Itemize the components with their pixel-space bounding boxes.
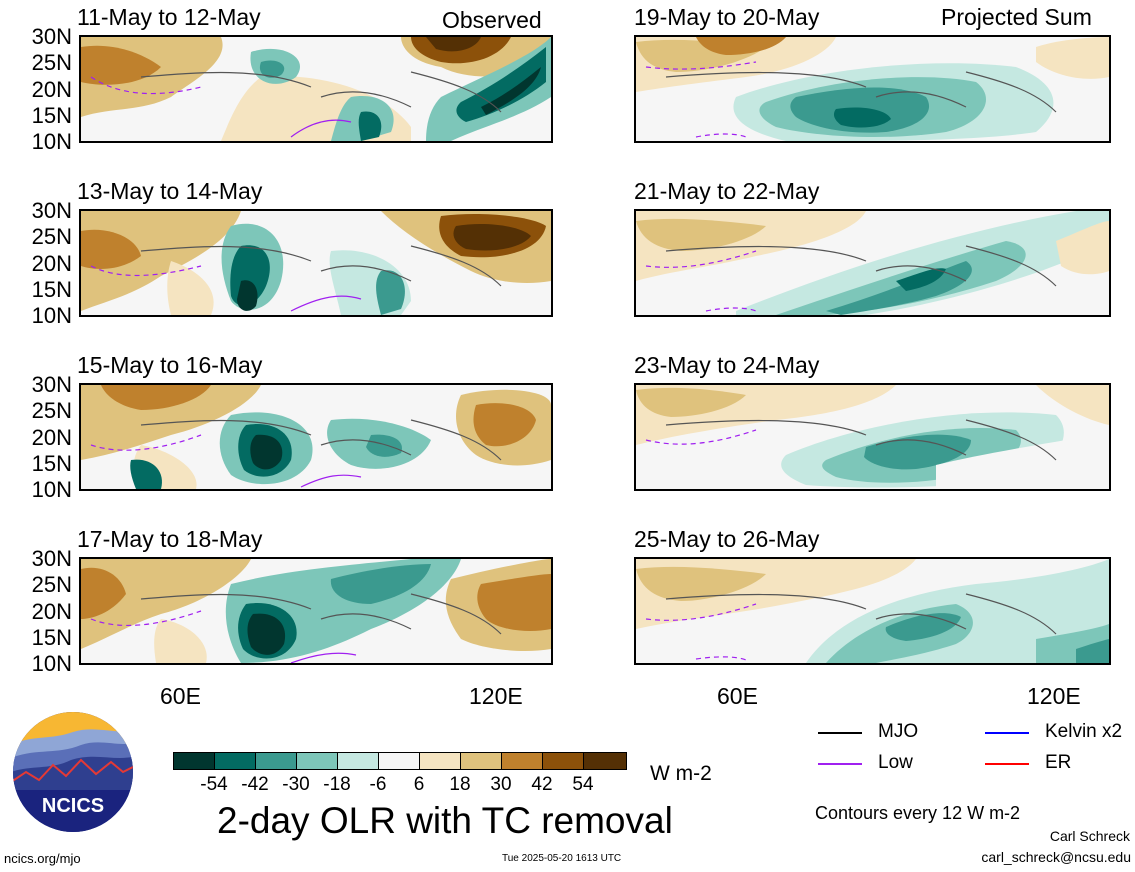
figure-title: 2-day OLR with TC removal: [217, 800, 673, 841]
colorbar: [173, 752, 627, 770]
ncics-logo: NCICS: [11, 710, 135, 834]
colorbar-tick: -42: [241, 774, 269, 795]
lat-label-15n: 15N: [31, 277, 72, 302]
legend-swatch-low: [818, 763, 862, 765]
lat-label-25n: 25N: [31, 50, 72, 75]
colorbar-tick: -30: [282, 774, 310, 795]
lon-label-120e-left: 120E: [469, 683, 523, 709]
lat-label-10n: 10N: [31, 651, 72, 676]
logo-text: NCICS: [42, 795, 104, 817]
colorbar-swatch: [542, 752, 584, 770]
panel-title-right-4: 25-May to 26-May: [634, 526, 820, 552]
colorbar-swatch: [173, 752, 215, 770]
colorbar-swatch: [296, 752, 338, 770]
lat-label-20n: 20N: [31, 251, 72, 276]
colorbar-tick: -6: [369, 774, 387, 795]
legend-swatch-kelvin: [985, 732, 1029, 734]
legend-label-low: Low: [878, 752, 913, 773]
lat-label-20n: 20N: [31, 425, 72, 450]
colorbar-tick: 30: [490, 774, 512, 795]
lat-label-30n: 30N: [31, 198, 72, 223]
map-projected-3: [634, 383, 1111, 491]
panel-title-right-3: 23-May to 24-May: [634, 352, 820, 378]
colorbar-swatch: [419, 752, 461, 770]
lat-label-20n: 20N: [31, 599, 72, 624]
lat-label-25n: 25N: [31, 572, 72, 597]
colorbar-tick: -18: [323, 774, 351, 795]
colorbar-swatch: [337, 752, 379, 770]
lat-label-25n: 25N: [31, 398, 72, 423]
map-observed-3: [79, 383, 553, 491]
observed-header: Observed: [442, 7, 542, 33]
map-projected-2: [634, 209, 1111, 317]
map-observed-2: [79, 209, 553, 317]
panel-title-left-1: 11-May to 12-May: [77, 4, 261, 30]
lat-label-15n: 15N: [31, 451, 72, 476]
lat-label-10n: 10N: [31, 477, 72, 502]
colorbar-swatch: [214, 752, 256, 770]
colorbar-tick: 18: [449, 774, 471, 795]
map-observed-1: [79, 35, 553, 143]
colorbar-swatch: [255, 752, 297, 770]
footer-timestamp: Tue 2025-05-20 1613 UTC: [502, 853, 622, 864]
panel-title-right-2: 21-May to 22-May: [634, 178, 820, 204]
lat-label-15n: 15N: [31, 625, 72, 650]
colorbar-swatch: [583, 752, 627, 770]
colorbar-tick: 42: [531, 774, 553, 795]
legend-swatch-mjo: [818, 732, 862, 734]
colorbar-units: W m-2: [650, 762, 712, 785]
lon-label-60e-right: 60E: [717, 683, 758, 709]
panel-title-left-4: 17-May to 18-May: [77, 526, 263, 552]
colorbar-swatch: [460, 752, 502, 770]
lon-label-60e-left: 60E: [160, 683, 201, 709]
map-projected-4: [634, 557, 1111, 665]
lon-label-120e-right: 120E: [1027, 683, 1081, 709]
map-projected-1: [634, 35, 1111, 143]
map-observed-4: [79, 557, 553, 665]
lat-label-30n: 30N: [31, 372, 72, 397]
lat-label-10n: 10N: [31, 129, 72, 154]
legend: MJO Kelvin x2 Low ER: [815, 718, 1135, 788]
footer-author: Carl Schreck: [1049, 828, 1130, 844]
colorbar-tick: 54: [572, 774, 594, 795]
lat-label-15n: 15N: [31, 103, 72, 128]
panel-title-right-1: 19-May to 20-May: [634, 4, 820, 30]
lat-label-10n: 10N: [31, 303, 72, 328]
panel-title-left-3: 15-May to 16-May: [77, 352, 263, 378]
legend-swatch-er: [985, 763, 1029, 765]
footer-email: carl_schreck@ncsu.edu: [981, 849, 1131, 865]
footer-url: ncics.org/mjo: [4, 851, 81, 866]
colorbar-tick: -54: [200, 774, 228, 795]
lat-label-20n: 20N: [31, 77, 72, 102]
legend-label-er: ER: [1045, 752, 1072, 773]
colorbar-swatch: [501, 752, 543, 770]
contour-note: Contours every 12 W m-2: [815, 803, 1021, 823]
legend-label-mjo: MJO: [878, 721, 919, 742]
colorbar-swatch: [378, 752, 420, 770]
lat-label-30n: 30N: [31, 546, 72, 571]
colorbar-tick: 6: [413, 774, 425, 795]
projected-sum-header: Projected Sum: [941, 4, 1092, 30]
lat-label-25n: 25N: [31, 224, 72, 249]
legend-label-kelvin: Kelvin x2: [1045, 721, 1123, 742]
panel-title-left-2: 13-May to 14-May: [77, 178, 263, 204]
lat-label-30n: 30N: [31, 24, 72, 49]
